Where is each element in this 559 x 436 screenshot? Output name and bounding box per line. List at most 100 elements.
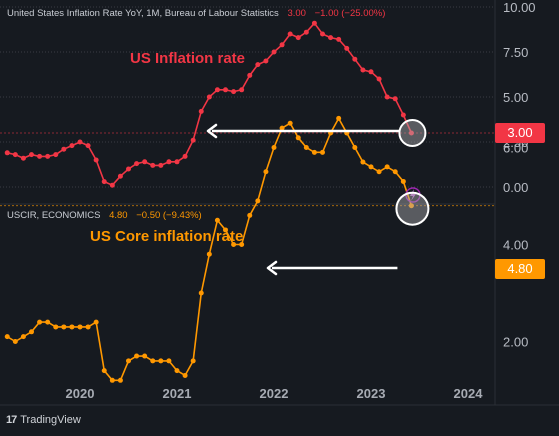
- bottom-data-point: [126, 358, 131, 364]
- top-data-point: [231, 89, 237, 95]
- top-series-change: −1.00 (−25.00%): [314, 8, 386, 19]
- bottom-data-point: [336, 115, 342, 121]
- bottom-data-point: [287, 120, 293, 126]
- bottom-data-point: [142, 353, 148, 359]
- bottom-series-source: USCIR, ECONOMICS: [7, 210, 101, 221]
- bottom-data-point: [150, 358, 156, 364]
- top-data-point: [287, 31, 293, 37]
- bottom-data-point: [109, 377, 115, 383]
- bottom-data-point: [392, 169, 398, 175]
- bottom-data-point: [295, 135, 301, 141]
- bottom-data-point: [12, 339, 18, 344]
- top-data-point: [223, 87, 228, 93]
- top-series-last: 3.00: [287, 8, 306, 19]
- bottom-data-point: [255, 198, 261, 204]
- top-data-point: [126, 166, 131, 172]
- x-axis-year-label: 2024: [454, 386, 484, 401]
- top-data-point: [392, 96, 398, 102]
- bottom-data-point: [77, 324, 83, 330]
- top-y-tick-label: 7.50: [503, 45, 528, 60]
- top-data-point: [150, 162, 156, 168]
- top-data-point: [400, 112, 406, 118]
- top-data-point: [77, 139, 83, 145]
- tradingview-logo-icon: 17: [6, 414, 17, 426]
- bottom-data-point: [20, 334, 26, 340]
- bottom-data-point: [239, 242, 245, 247]
- top-data-point: [368, 69, 374, 75]
- bottom-data-point: [198, 290, 204, 296]
- bottom-data-point: [263, 169, 269, 175]
- bottom-data-point: [214, 217, 220, 223]
- x-axis-year-label: 2022: [260, 386, 289, 401]
- bottom-data-point: [360, 159, 366, 165]
- bottom-data-point: [247, 212, 253, 218]
- bottom-data-point: [182, 372, 188, 378]
- top-last-value-badge: 3.00: [495, 123, 545, 143]
- top-data-point: [29, 152, 34, 158]
- bottom-data-point: [400, 178, 406, 184]
- bottom-y-tick-label: 4.00: [503, 238, 528, 253]
- bottom-data-point: [408, 203, 414, 209]
- bottom-chart-title: US Core inflation rate: [90, 228, 244, 245]
- bottom-data-point: [158, 358, 164, 364]
- bottom-data-point: [352, 145, 358, 150]
- bottom-data-point: [223, 227, 228, 233]
- top-data-point: [360, 67, 366, 73]
- bottom-series-last: 4.80: [109, 210, 128, 221]
- bottom-data-point: [134, 353, 140, 359]
- top-data-point: [190, 137, 196, 143]
- bottom-data-point: [190, 358, 196, 364]
- top-data-point: [311, 20, 317, 26]
- top-data-point: [101, 179, 107, 185]
- top-data-point: [239, 87, 245, 93]
- bottom-data-point: [206, 251, 212, 257]
- bottom-data-point: [29, 329, 34, 335]
- bottom-data-point: [117, 377, 123, 383]
- top-data-point: [53, 152, 59, 158]
- top-data-point: [182, 153, 188, 159]
- bottom-highlight-circle: [395, 191, 430, 226]
- x-axis-year-label: 2020: [66, 386, 95, 401]
- bottom-data-point: [37, 319, 43, 325]
- bottom-y-tick-label: 6.00: [503, 141, 528, 156]
- top-y-tick-label: 10.00: [503, 0, 536, 15]
- x-axis-year-label: 2023: [357, 386, 386, 401]
- top-data-point: [279, 42, 285, 48]
- top-data-point: [303, 29, 309, 35]
- bottom-data-point: [376, 169, 382, 175]
- top-data-point: [263, 58, 269, 64]
- top-data-point: [408, 130, 414, 136]
- bottom-data-point: [45, 319, 51, 325]
- top-data-point: [109, 182, 115, 188]
- bottom-data-point: [271, 145, 277, 150]
- top-data-point: [4, 150, 10, 156]
- bottom-arrow-head: [266, 260, 278, 276]
- bottom-data-point: [311, 149, 317, 155]
- top-data-point: [158, 162, 164, 168]
- bottom-data-point: [101, 368, 107, 374]
- top-data-point: [271, 49, 277, 55]
- top-data-point: [85, 143, 91, 149]
- bottom-data-point: [279, 125, 285, 131]
- top-data-point: [61, 146, 67, 152]
- top-data-point: [352, 56, 358, 62]
- brand-footer: 17 TradingView: [6, 414, 81, 426]
- top-data-point: [166, 159, 172, 165]
- top-data-point: [376, 76, 382, 82]
- bottom-data-point: [85, 324, 91, 330]
- bottom-data-point: [93, 319, 99, 325]
- top-data-point: [384, 94, 390, 100]
- bottom-data-point: [61, 324, 67, 330]
- top-data-point: [20, 155, 26, 161]
- top-data-point: [37, 153, 43, 159]
- top-data-point: [69, 143, 75, 149]
- top-data-point: [45, 153, 51, 159]
- bottom-data-point: [303, 145, 309, 150]
- bottom-data-point: [320, 149, 325, 155]
- top-data-point: [336, 36, 342, 42]
- top-data-point: [328, 35, 334, 41]
- bottom-data-point: [368, 164, 374, 170]
- top-arrow-head: [206, 123, 218, 139]
- top-data-point: [117, 173, 123, 179]
